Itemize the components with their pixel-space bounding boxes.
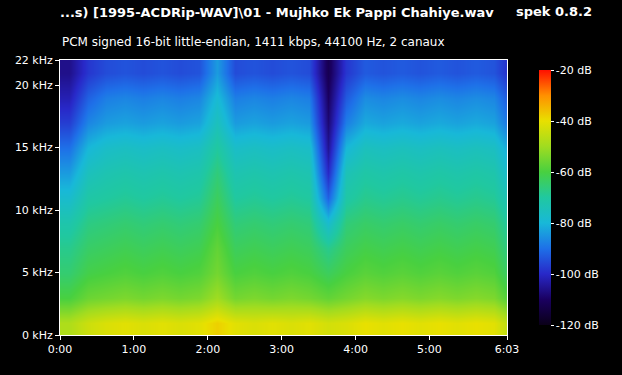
- svg-text:...s) [1995-ACDRip-WAV]\01 - M: ...s) [1995-ACDRip-WAV]\01 - Mujhko Ek P…: [60, 5, 494, 20]
- svg-text:1:00: 1:00: [122, 343, 147, 356]
- svg-text:10 kHz: 10 kHz: [15, 204, 53, 217]
- svg-text:15 kHz: 15 kHz: [15, 141, 53, 154]
- svg-text:0:00: 0:00: [48, 343, 73, 356]
- svg-text:-60 dB: -60 dB: [556, 166, 592, 179]
- svg-text:-40 dB: -40 dB: [556, 115, 592, 128]
- svg-text:-80 dB: -80 dB: [556, 217, 592, 230]
- svg-text:-120 dB: -120 dB: [556, 319, 599, 332]
- svg-text:PCM signed 16-bit little-endia: PCM signed 16-bit little-endian, 1411 kb…: [62, 35, 445, 49]
- svg-text:6:03: 6:03: [495, 343, 520, 356]
- svg-text:5:00: 5:00: [417, 343, 442, 356]
- svg-text:5 kHz: 5 kHz: [22, 266, 53, 279]
- svg-text:20 kHz: 20 kHz: [15, 79, 53, 92]
- svg-text:-20 dB: -20 dB: [556, 64, 592, 77]
- svg-text:-100 dB: -100 dB: [556, 268, 599, 281]
- svg-text:spek 0.8.2: spek 0.8.2: [516, 4, 592, 19]
- svg-text:2:00: 2:00: [195, 343, 220, 356]
- svg-text:0 kHz: 0 kHz: [22, 329, 53, 342]
- svg-text:22 kHz: 22 kHz: [15, 54, 53, 67]
- svg-text:4:00: 4:00: [343, 343, 368, 356]
- svg-text:3:00: 3:00: [269, 343, 294, 356]
